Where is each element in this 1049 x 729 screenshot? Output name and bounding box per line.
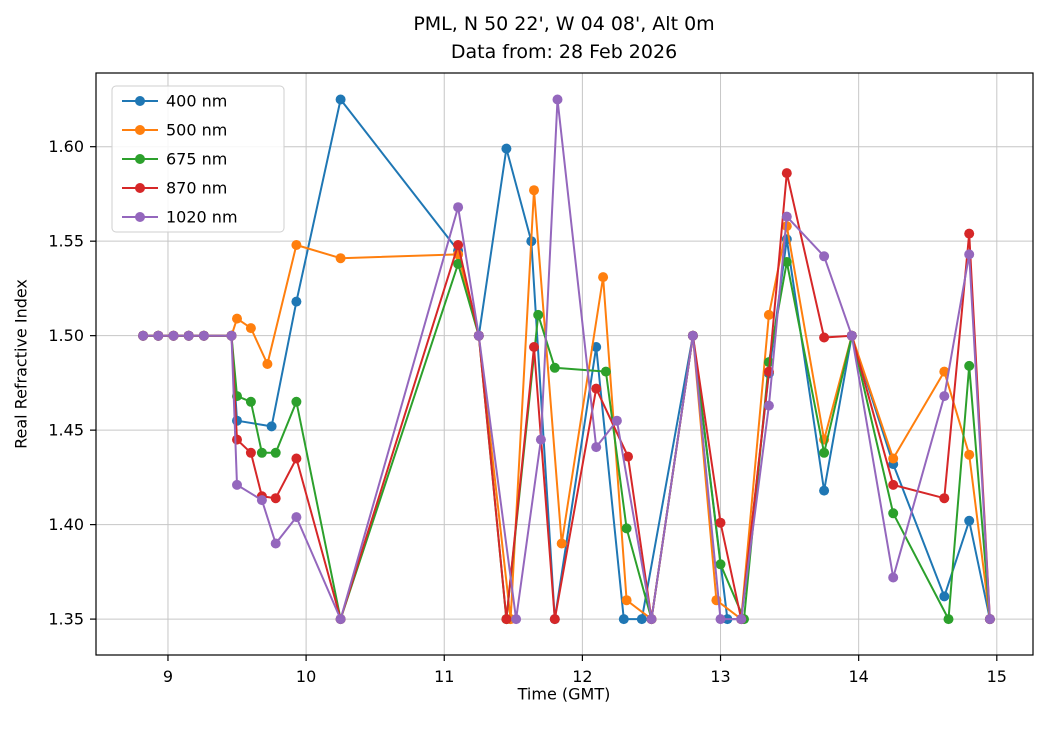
legend: 400 nm 500 nm 675 nm 870 nm 1020 nm [111, 85, 285, 233]
series-1020-nm [138, 94, 995, 625]
legend-label: 500 nm [166, 121, 227, 140]
x-tick-label: 9 [163, 667, 173, 686]
chart-title-line2: Data from: 28 Feb 2026 [450, 41, 678, 63]
x-tick-label: 14 [848, 667, 868, 686]
y-tick-label: 1.45 [48, 421, 84, 440]
x-axis-ticks: 9 10 11 12 13 14 15 [163, 655, 1007, 686]
x-tick-label: 12 [572, 667, 592, 686]
x-tick-label: 10 [296, 667, 316, 686]
x-tick-label: 13 [710, 667, 730, 686]
legend-marker [135, 125, 145, 135]
chart-title-line1: PML, N 50 22', W 04 08', Alt 0m [413, 13, 715, 35]
y-tick-label: 1.55 [48, 232, 84, 251]
legend-marker [135, 212, 145, 222]
plot-frame [95, 72, 1034, 656]
legend-label: 1020 nm [166, 208, 238, 227]
legend-marker [135, 183, 145, 193]
y-tick-label: 1.50 [48, 326, 84, 345]
x-tick-label: 15 [987, 667, 1007, 686]
series-675-nm [138, 257, 995, 625]
x-axis-label: Time (GMT) [517, 684, 611, 704]
legend-label: 870 nm [166, 179, 227, 198]
y-tick-label: 1.40 [48, 515, 84, 534]
legend-item-500-nm: 500 nm [122, 121, 227, 140]
legend-item-400-nm: 400 nm [122, 92, 227, 111]
y-tick-label: 1.60 [48, 137, 84, 156]
legend-marker [135, 96, 145, 106]
y-axis-label: Real Refractive Index [11, 279, 31, 449]
legend-marker [135, 154, 145, 164]
legend-label: 400 nm [166, 92, 227, 111]
y-tick-label: 1.35 [48, 610, 84, 629]
legend-item-870-nm: 870 nm [122, 179, 227, 198]
y-axis-ticks: 1.35 1.40 1.45 1.50 1.55 1.60 [48, 137, 96, 629]
legend-label: 675 nm [166, 150, 227, 169]
legend-item-1020-nm: 1020 nm [122, 208, 238, 227]
x-tick-label: 11 [434, 667, 454, 686]
legend-item-675-nm: 675 nm [122, 150, 227, 169]
